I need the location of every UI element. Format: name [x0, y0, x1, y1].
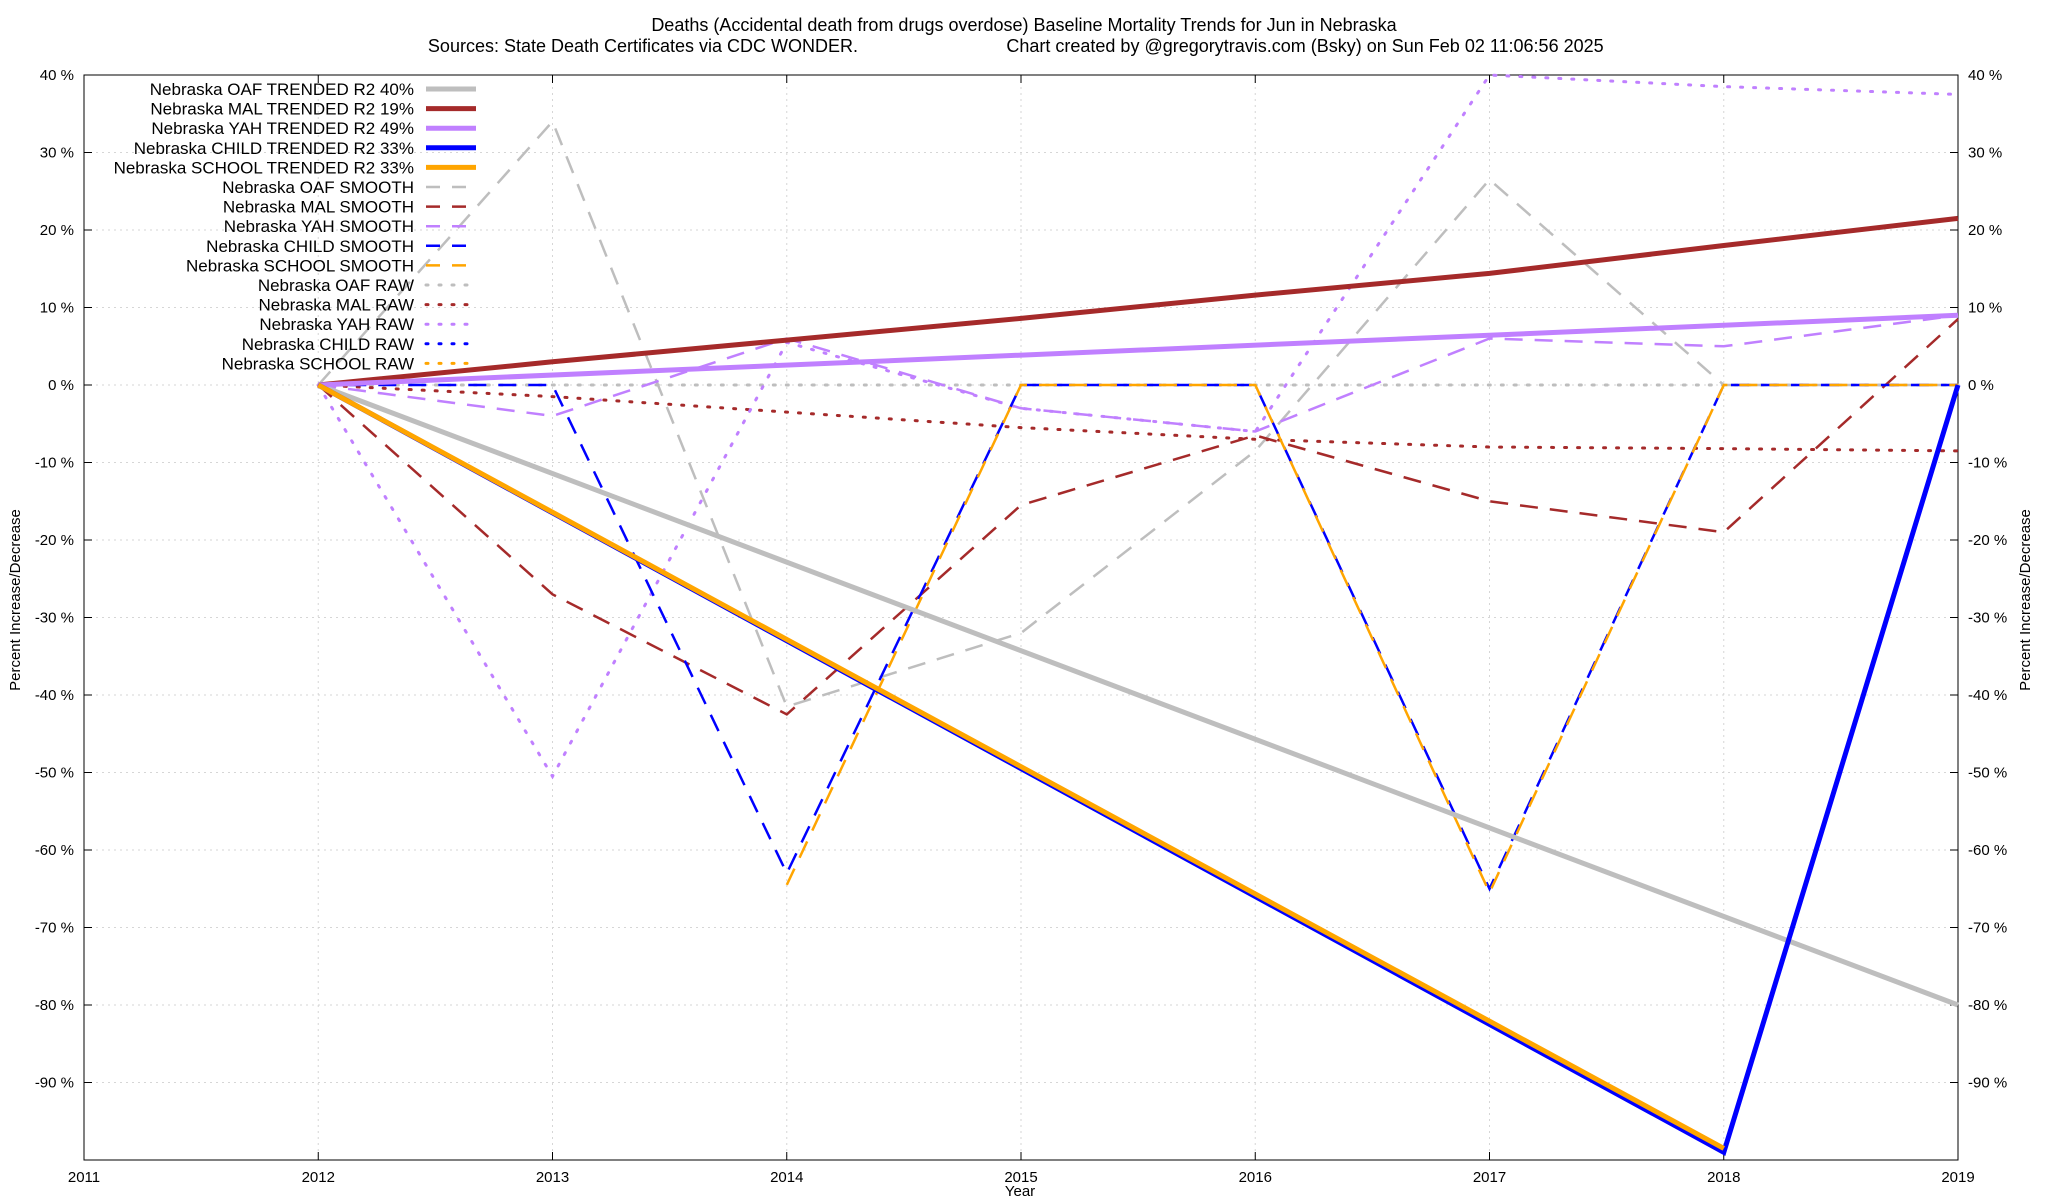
legend-label: Nebraska OAF TRENDED R2 40%: [150, 80, 414, 99]
y-tick-label: 10 %: [40, 300, 74, 317]
y-tick-label: 40 %: [40, 67, 74, 84]
series-line-nebraska-yah-raw: [316, 73, 1960, 780]
y-axis-label: Percent Increase/Decrease: [7, 509, 24, 691]
y2-tick-label: 40 %: [1968, 67, 2002, 84]
y2-tick-label: -80 %: [1968, 997, 2007, 1014]
series-line-nebraska-yah-smooth: [318, 314, 1959, 433]
x-tick-label: 2019: [1941, 1169, 1974, 1186]
x-tick-label: 2012: [302, 1169, 335, 1186]
legend-label: Nebraska OAF RAW: [258, 276, 414, 295]
legend-label: Nebraska OAF SMOOTH: [222, 178, 414, 197]
y-tick-label: -50 %: [35, 765, 74, 782]
y2-tick-label: -70 %: [1968, 920, 2007, 937]
legend-label: Nebraska CHILD SMOOTH: [206, 237, 414, 256]
legend-label: Nebraska YAH TRENDED R2 49%: [151, 119, 414, 138]
legend-label: Nebraska MAL TRENDED R2 19%: [150, 100, 414, 119]
y2-tick-label: 30 %: [1968, 145, 2002, 162]
x-tick-label: 2018: [1707, 1169, 1740, 1186]
y2-tick-label: 0 %: [1968, 377, 1994, 394]
chart-subtitle-sources: Sources: State Death Certificates via CD…: [428, 36, 858, 56]
y-tick-label: 30 %: [40, 145, 74, 162]
y-tick-label: 20 %: [40, 222, 74, 239]
axes: 2011 2012 2013 2014 2015 2016 2017 2018 2019 40 %…: [35, 67, 2007, 1186]
series-line-nebraska-oaf-smooth: [317, 119, 1958, 709]
series-line-nebraska-school-smooth: [785, 383, 1958, 896]
y-tick-label: -70 %: [35, 920, 74, 937]
legend-label: Nebraska MAL SMOOTH: [223, 198, 414, 217]
y-tick-label: -60 %: [35, 842, 74, 859]
y-tick-label: -90 %: [35, 1075, 74, 1092]
y-tick-label: -20 %: [35, 532, 74, 549]
x-tick-label: 2013: [536, 1169, 569, 1186]
y2-tick-label: -40 %: [1968, 687, 2007, 704]
legend-label: Nebraska SCHOOL RAW: [222, 354, 414, 373]
x-tick-label: 2016: [1239, 1169, 1272, 1186]
grid: [84, 74, 1958, 1160]
x-tick-label: 2017: [1473, 1169, 1506, 1186]
y2-tick-label: -50 %: [1968, 765, 2007, 782]
series-lines: [316, 73, 1961, 1156]
y2-tick-label: 20 %: [1968, 222, 2002, 239]
legend-label: Nebraska CHILD RAW: [242, 335, 414, 354]
series-line-nebraska-school-trended-r2-33: [317, 382, 1725, 1151]
chart-title: Deaths (Accidental death from drugs over…: [651, 15, 1397, 35]
legend-label: Nebraska SCHOOL SMOOTH: [186, 256, 414, 275]
series-line-nebraska-oaf-trended-r2-40: [317, 382, 1959, 1008]
series-line-nebraska-child-smooth: [318, 383, 1958, 892]
y2-tick-label: -90 %: [1968, 1075, 2007, 1092]
series-line-nebraska-mal-raw: [316, 383, 1960, 453]
y2-tick-label: -60 %: [1968, 842, 2007, 859]
series-line-nebraska-child-trended-r2-33: [317, 382, 1961, 1156]
y2-axis-label: Percent Increase/Decrease: [2017, 509, 2034, 691]
x-tick-label: 2014: [770, 1169, 803, 1186]
series-line-nebraska-mal-smooth: [317, 318, 1959, 716]
y2-tick-label: -10 %: [1968, 455, 2007, 472]
y-tick-label: 0 %: [48, 377, 74, 394]
x-tick-label: 2015: [1004, 1169, 1037, 1186]
series-line-nebraska-mal-trended-r2-19: [318, 215, 1959, 388]
series-line-nebraska-yah-trended-r2-49: [318, 312, 1959, 388]
y-tick-label: -10 %: [35, 455, 74, 472]
legend-label: Nebraska CHILD TRENDED R2 33%: [134, 139, 414, 158]
chart-subtitle-credit: Chart created by @gregorytravis.com (Bsk…: [1006, 36, 1603, 56]
x-tick-label: 2011: [68, 1169, 100, 1186]
y-tick-label: -40 %: [35, 687, 74, 704]
y2-tick-label: 10 %: [1968, 300, 2002, 317]
x-axis-label: Year: [1005, 1183, 1035, 1200]
legend-label: Nebraska SCHOOL TRENDED R2 33%: [114, 158, 414, 177]
y-tick-label: -80 %: [35, 997, 74, 1014]
legend-label: Nebraska YAH RAW: [259, 315, 414, 334]
legend-label: Nebraska MAL RAW: [258, 296, 414, 315]
y2-tick-label: -20 %: [1968, 532, 2007, 549]
y-tick-label: -30 %: [35, 610, 74, 627]
legend-label: Nebraska YAH SMOOTH: [224, 217, 414, 236]
y2-tick-label: -30 %: [1968, 610, 2007, 627]
legend: Nebraska OAF TRENDED R2 40%Nebraska MAL …: [114, 80, 478, 373]
